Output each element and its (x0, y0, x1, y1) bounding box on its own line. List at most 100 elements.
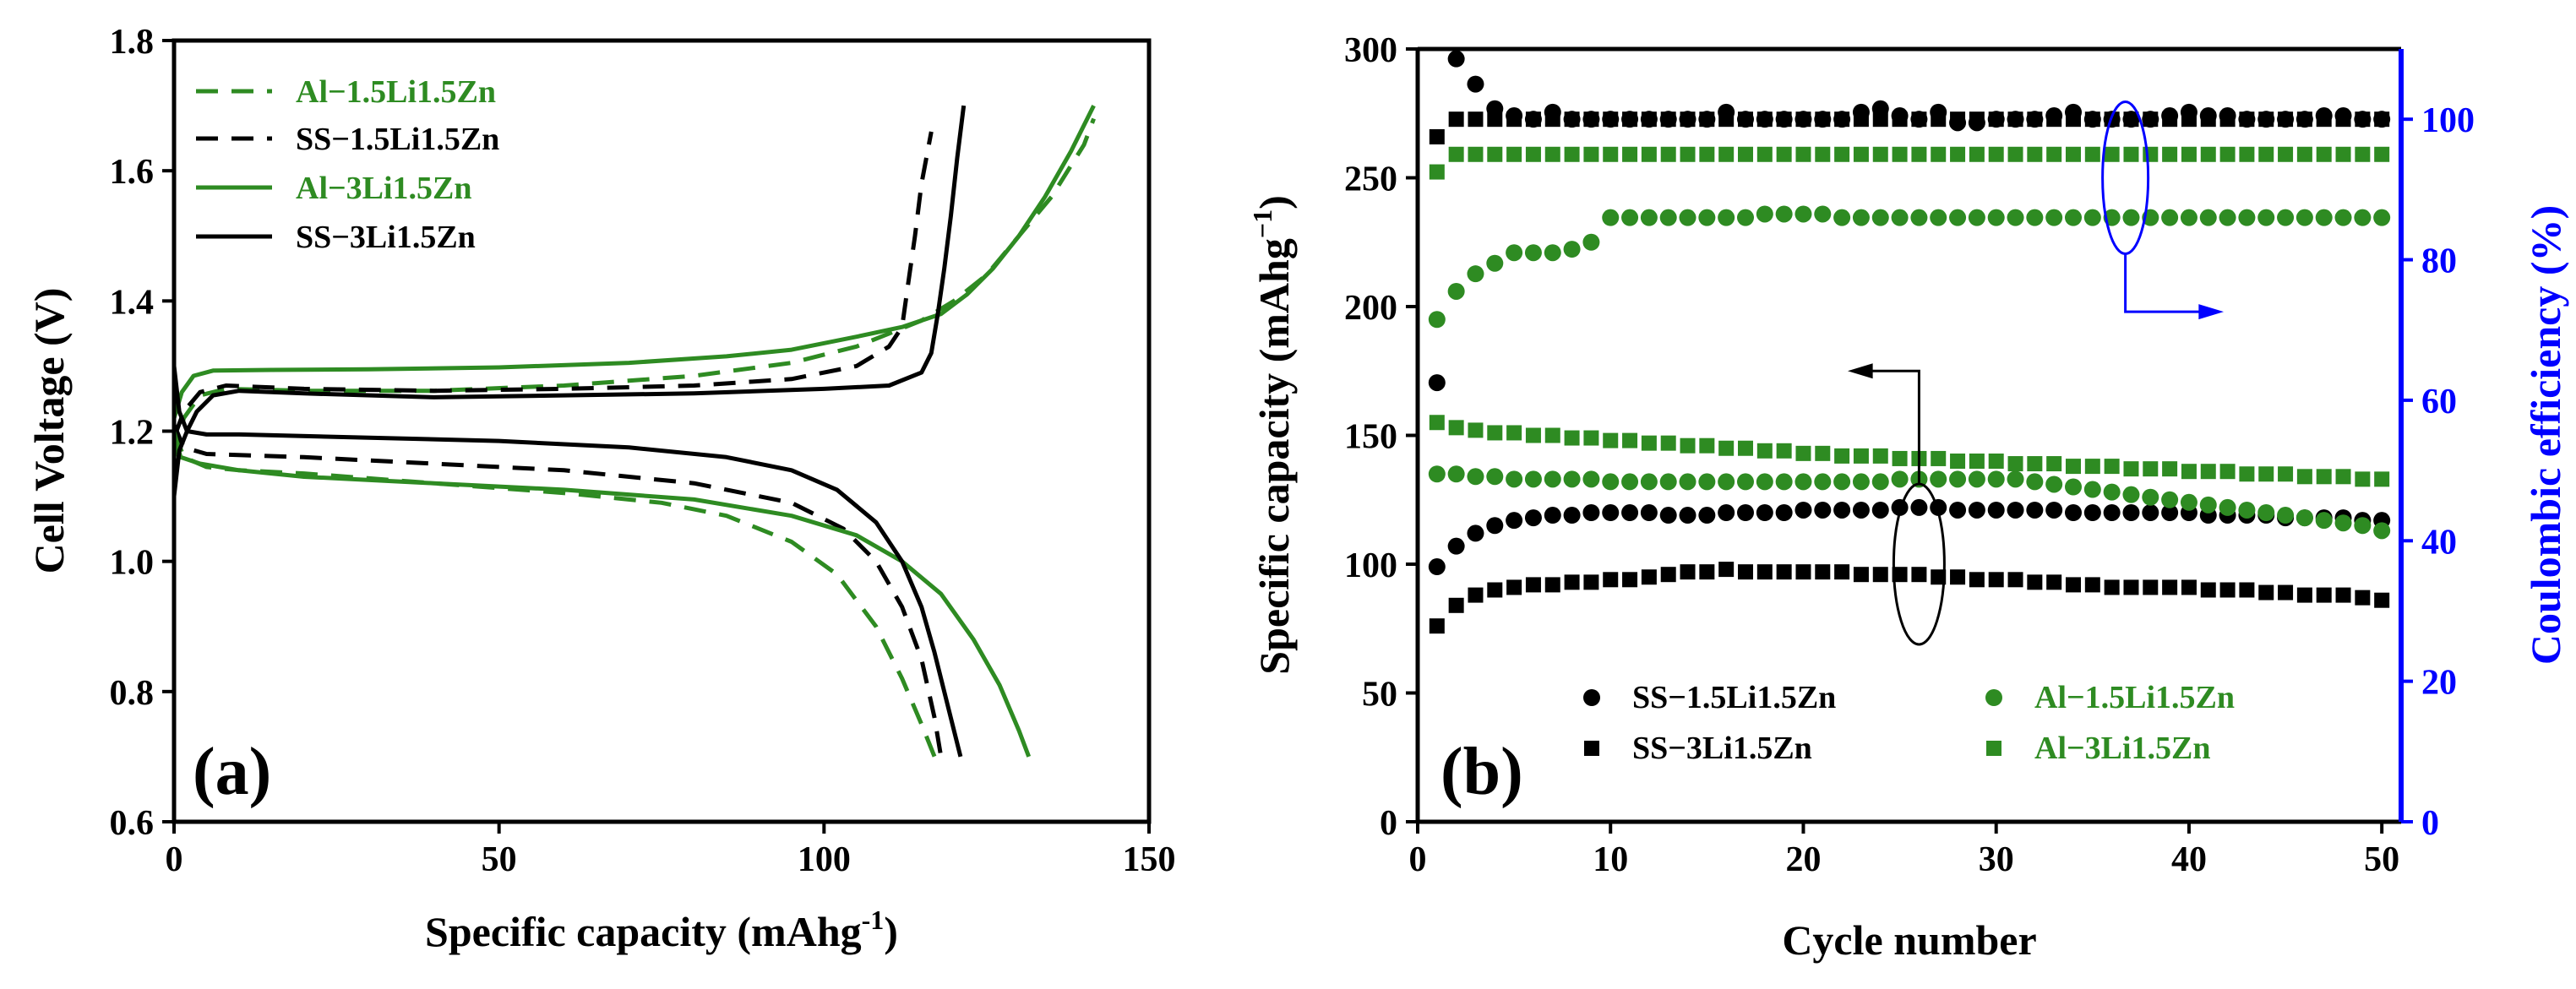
panel-b-legend-marker-1 (1584, 741, 1599, 756)
panel-b-series-3-efficiency-point (1622, 146, 1638, 162)
panel-b-series-1-capacity-point (1622, 572, 1638, 588)
panel-b-series-1-capacity-point (2316, 587, 2332, 603)
panel-b-series-1-efficiency-point (1641, 111, 1657, 128)
panel-b-series-0-capacity-point (1949, 501, 1967, 519)
panel-b-x-tick-label: 50 (2364, 840, 2399, 879)
panel-b-series-2-capacity-point (1640, 473, 1658, 491)
panel-b-series-3-capacity-point (1564, 430, 1580, 446)
panel-b-series-1-capacity-point (2181, 579, 2197, 595)
panel-b-series-1-efficiency-point (1583, 111, 1599, 128)
panel-b-series-3-capacity-point (1448, 420, 1464, 436)
panel-b-series-3-efficiency-point (1583, 146, 1599, 162)
panel-b-series-2-efficiency-point (1602, 209, 1620, 226)
panel-b-series-2-efficiency-point (1544, 244, 1561, 262)
panel-b-series-0-efficiency-point (1428, 374, 1446, 392)
panel-b-series-2-efficiency-point (2122, 209, 2140, 226)
panel-b-series-1-efficiency-point (1448, 111, 1464, 128)
panel-b-series-3-capacity-point (2104, 459, 2120, 475)
panel-a-series-1-discharge-line (172, 423, 944, 758)
panel-b-series-1-capacity-point (1756, 564, 1773, 580)
panel-b-series-3-capacity-point (2143, 461, 2159, 477)
panel-b-series-1-capacity-point (1911, 567, 1927, 583)
panel-b-series-1-capacity-point (2335, 587, 2351, 603)
efficiency-annotation-arrow-line (2124, 253, 2205, 313)
panel-b-series-1-capacity-point (1544, 577, 1560, 593)
panel-b-series-1-capacity-point (1950, 569, 1966, 585)
panel-a-y-tick-label: 1.0 (110, 544, 155, 583)
panel-b-x-tick-label: 0 (1409, 840, 1427, 879)
panel-b-series-3-efficiency-point (1564, 146, 1580, 162)
panel-b-series-1-capacity-point (1699, 564, 1715, 580)
panel-b-series-group (1428, 50, 2391, 634)
panel-b-series-2-capacity-point (2199, 496, 2217, 514)
panel-a-legend-label-1: SS−1.5Li1.5Zn (296, 122, 499, 157)
panel-b-series-0-capacity-point (2045, 501, 2063, 519)
panel-b-series-2-capacity-point (1833, 473, 1851, 491)
panel-b-series-0-capacity-point (1833, 501, 1851, 519)
panel-b-series-2-capacity-point (2045, 475, 2063, 493)
panel-b-series-1-efficiency-point (2200, 111, 2216, 128)
panel-b-series-3-efficiency-point (1660, 146, 1676, 162)
panel-b-series-2-capacity-point (2026, 473, 2044, 491)
panel-b-series-2-efficiency-point (2277, 209, 2295, 226)
panel-b-series-3-capacity-point (1988, 454, 2004, 469)
panel-b-series-0-capacity-point (1930, 498, 1947, 516)
panel-b-series-1-capacity-point (1680, 564, 1696, 580)
panel-b-series-1-capacity-point (1564, 574, 1580, 590)
panel-b-series-0-capacity-point (2122, 504, 2140, 521)
panel-b-series-2-efficiency-point (1756, 205, 1773, 223)
panel-a-plot-frame (172, 38, 1152, 824)
panel-b-series-2-efficiency-point (2045, 209, 2063, 226)
panel-b-series-3-efficiency-point (1738, 146, 1753, 162)
panel-b-series-3-efficiency-point (2027, 146, 2043, 162)
panel-b-series-2-efficiency-point (2007, 209, 2024, 226)
panel-b-series-3-capacity-point (2007, 456, 2023, 472)
panel-b-y-tick-label: 300 (1344, 31, 1397, 70)
panel-b-series-3-capacity-point (1544, 427, 1560, 443)
panel-b-series-3-capacity-point (1853, 448, 1869, 464)
panel-b-series-1-efficiency-point (1834, 111, 1850, 128)
panel-b-series-2-capacity-point (1814, 473, 1832, 491)
panel-b-series-3-efficiency-point (1718, 146, 1735, 162)
panel-b-series-2-capacity-point (2334, 514, 2352, 532)
panel-a-x-tick-label: 0 (166, 840, 183, 879)
panel-b-y2-tick-label: 40 (2421, 523, 2457, 562)
panel-b-series-1-efficiency-point (1795, 111, 1811, 128)
panel-b-series-1-efficiency-point (1660, 111, 1676, 128)
panel-b-series-3-efficiency-point (1429, 164, 1445, 180)
panel-b-series-1-efficiency-point (2258, 111, 2274, 128)
panel-b-series-3-efficiency-point (2278, 146, 2294, 162)
panel-b-series-3-efficiency-point (2335, 146, 2351, 162)
panel-b-series-3-efficiency-point (2143, 146, 2159, 162)
panel-b-series-0-capacity-point (1968, 501, 1985, 519)
panel-b-series-3-efficiency-point (1506, 146, 1522, 162)
panel-b-series-0-capacity-point (1910, 498, 1928, 516)
panel-b-series-2-capacity-point (2142, 488, 2159, 506)
panel-b-series-0-capacity-point (1718, 504, 1735, 521)
panel-b-series-2-capacity-point (2161, 491, 2179, 508)
panel-b-series-3-efficiency-point (2316, 146, 2332, 162)
panel-b-series-2-capacity-point (1987, 470, 2005, 488)
panel-b-series-3-efficiency-point (1795, 146, 1811, 162)
panel-b-series-1-efficiency-point (2335, 111, 2351, 128)
panel-b-series-2-efficiency-point (1659, 209, 1677, 226)
panel-b-series-3-capacity-point (2219, 464, 2236, 480)
panel-b-series-1-capacity-point (1660, 567, 1676, 583)
panel-b-series-1-capacity-point (1468, 587, 1484, 603)
panel-b-series-0-capacity-point (1814, 501, 1832, 519)
panel-a-label: (a) (193, 735, 271, 809)
panel-b-chart: 0 10 20 30 40 50 0 50 100 150 200 250 300 0 20 40 60 80 10… (1247, 31, 2569, 964)
panel-b-series-3-capacity-point (1872, 448, 1888, 464)
panel-b-y-tick-label: 150 (1344, 418, 1397, 457)
panel-b-series-1-efficiency-point (1756, 111, 1773, 128)
panel-b-series-3-efficiency-point (2162, 146, 2178, 162)
panel-b-legend-marker-2 (1985, 689, 2002, 706)
panel-a-x-tick-label: 50 (482, 840, 517, 879)
panel-b-series-3-efficiency-point (1815, 146, 1831, 162)
panel-b-series-2-capacity-point (2373, 522, 2391, 540)
panel-b-series-2-capacity-point (2103, 483, 2121, 501)
panel-b-series-2-efficiency-point (1891, 209, 1909, 226)
panel-b-series-0-efficiency-point (1467, 75, 1484, 93)
panel-b-series-1-efficiency-point (2355, 111, 2371, 128)
panel-b-legend: SS−1.5Li1.5Zn SS−3Li1.5Zn Al−1.5Li1.5Zn Al−… (1583, 680, 2235, 766)
